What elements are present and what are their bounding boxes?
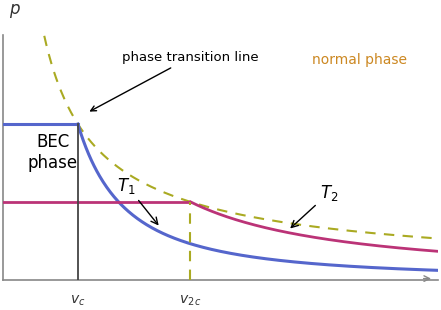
Text: phase transition line: phase transition line (91, 51, 259, 111)
Text: BEC
phase: BEC phase (28, 133, 78, 172)
Text: $T_1$: $T_1$ (117, 175, 158, 224)
Text: normal phase: normal phase (312, 53, 407, 67)
Text: $v_c$: $v_c$ (70, 293, 86, 308)
Text: $v_{2\,c}$: $v_{2\,c}$ (179, 293, 202, 308)
Text: $T_2$: $T_2$ (291, 183, 339, 228)
Text: $p$: $p$ (9, 2, 21, 20)
